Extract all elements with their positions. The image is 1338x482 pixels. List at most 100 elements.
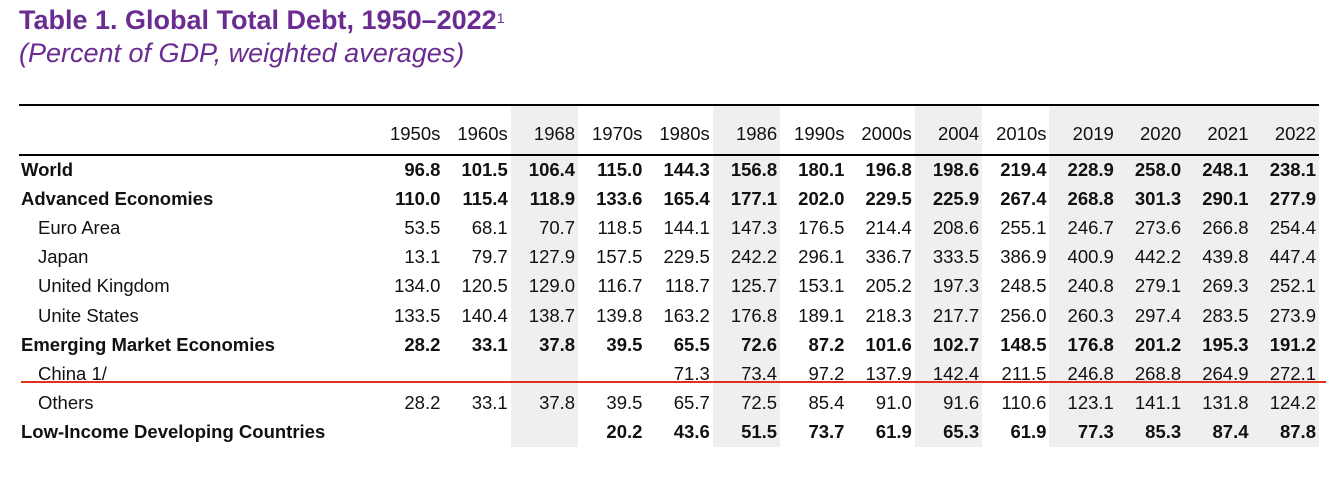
table-cell [443, 418, 510, 447]
table-cell: 229.5 [865, 187, 912, 209]
table-cell: 127.9 [510, 242, 579, 272]
table-cell: 198.6 [914, 155, 983, 185]
column-header: 2000s [847, 104, 915, 156]
row-label: China 1/ [38, 362, 107, 384]
table-cell: 197.3 [914, 271, 983, 301]
table-cell: 252.1 [1251, 271, 1319, 301]
table-cell: 176.5 [798, 216, 845, 238]
table-cell: 33.1 [471, 392, 508, 414]
table-cell: 133.5 [394, 304, 441, 326]
table-cell: 229.5 [663, 246, 710, 268]
table-row: Low-Income Developing Countries 20.2 43.6 5… [19, 417, 1319, 447]
table-cell: 131.8 [1184, 388, 1252, 418]
table-cell: 70.7 [510, 213, 579, 243]
table-cell: 386.9 [1000, 246, 1047, 268]
table-cell: 87.8 [1251, 417, 1319, 447]
table-cell: 176.8 [712, 300, 781, 331]
row-label: United Kingdom [38, 275, 170, 297]
column-header: 1968 [510, 104, 579, 156]
table-cell: 110.0 [395, 187, 441, 209]
column-header: 2004 [914, 104, 983, 156]
row-label: Emerging Market Economies [21, 333, 275, 355]
table-row: China 1/71.3 73.4 97.2 137.9 142.4 211.5 246.8… [19, 359, 1319, 389]
table-cell: 267.4 [1000, 187, 1047, 209]
table-cell: 290.1 [1184, 184, 1252, 214]
row-label: Euro Area [38, 216, 121, 238]
table-cell: 205.2 [865, 275, 912, 297]
table-cell: 65.3 [914, 417, 983, 447]
table-cell: 333.5 [914, 242, 983, 272]
table-cell: 39.5 [606, 392, 643, 414]
table-cell: 115.4 [462, 187, 508, 209]
table-subtitle: (Percent of GDP, weighted averages) [19, 38, 465, 68]
table-cell: 73.7 [808, 421, 845, 443]
row-label: Unite States [38, 304, 139, 326]
table-cell: 65.5 [673, 333, 710, 355]
column-header: 1950s [376, 104, 444, 156]
table-cell: 277.9 [1251, 184, 1319, 214]
table-cell: 447.4 [1251, 242, 1319, 272]
table-cell: 73.4 [712, 359, 781, 389]
table-cell: 33.1 [471, 333, 508, 355]
table-cell: 142.4 [914, 359, 983, 389]
table-cell: 153.1 [798, 275, 845, 297]
column-header: 2010s [982, 104, 1050, 156]
column-header: 1986 [712, 104, 781, 156]
column-header: 1970s [578, 104, 646, 156]
debt-table: 1950s 1960s 1968 1970s 1980s 1986 1990s 2000s 20… [19, 104, 1319, 447]
table-cell: 13.1 [404, 246, 441, 268]
table-cell: 101.5 [461, 159, 508, 181]
table-cell: 242.2 [712, 242, 781, 272]
table-cell: 157.5 [596, 246, 643, 268]
table-cell: 97.2 [808, 362, 845, 384]
table-cell: 120.5 [461, 275, 508, 297]
table-cell: 439.8 [1184, 242, 1252, 272]
table-cell: 133.6 [596, 187, 643, 209]
table-cell: 268.8 [1116, 359, 1185, 389]
table-cell: 43.6 [673, 421, 710, 443]
table-cell: 297.4 [1116, 300, 1185, 331]
table-row: Euro Area 53.5 68.1 70.7 118.5 144.1 147.3 176.… [19, 213, 1319, 243]
table-cell: 123.1 [1049, 388, 1117, 418]
table-cell: 85.4 [808, 392, 845, 414]
table-cell: 264.9 [1184, 359, 1252, 389]
table-cell: 144.3 [663, 159, 710, 181]
table-row: United Kingdom 134.0 120.5 129.0 116.7 118.7 1… [19, 271, 1319, 301]
table-cell [510, 359, 579, 389]
table-cell [376, 418, 443, 447]
table-cell: 180.1 [798, 159, 845, 181]
table-row: Others 28.2 33.1 37.8 39.5 65.7 72.5 85.4 91.0 91… [19, 388, 1319, 418]
table-cell: 51.5 [712, 417, 781, 447]
table-cell: 28.2 [404, 333, 441, 355]
table-cell: 37.8 [510, 330, 579, 360]
column-header: 2019 [1049, 104, 1117, 156]
table-cell: 68.1 [471, 216, 508, 238]
table-cell: 87.4 [1184, 417, 1252, 447]
table-cell: 195.3 [1184, 330, 1252, 360]
table-cell: 214.4 [865, 216, 912, 238]
table-cell: 118.9 [510, 184, 579, 214]
table-cell: 106.4 [510, 155, 579, 185]
table-cell: 91.0 [875, 392, 912, 414]
table-cell: 61.9 [875, 421, 912, 443]
table-cell: 156.8 [712, 155, 781, 185]
column-header: 1980s [645, 104, 713, 156]
table-cell: 248.5 [1000, 275, 1047, 297]
row-label: Others [38, 392, 94, 414]
table-cell [510, 417, 579, 447]
table-cell: 258.0 [1116, 155, 1185, 185]
table-cell: 138.7 [510, 300, 579, 331]
table-cell: 118.7 [664, 275, 710, 297]
table-cell: 115.0 [597, 159, 643, 181]
table-cell: 134.0 [394, 275, 441, 297]
table-cell: 202.0 [798, 187, 845, 209]
table-cell: 336.7 [865, 246, 912, 268]
header-label-cell [19, 104, 377, 156]
table-cell: 72.6 [712, 330, 781, 360]
footnote-marker: 1 [496, 10, 505, 26]
table-cell: 96.8 [404, 159, 441, 181]
table-cell: 177.1 [712, 184, 781, 214]
table-cell: 211.5 [1001, 362, 1047, 384]
table-cell: 148.5 [1000, 333, 1047, 355]
table-cell: 228.9 [1049, 155, 1117, 185]
